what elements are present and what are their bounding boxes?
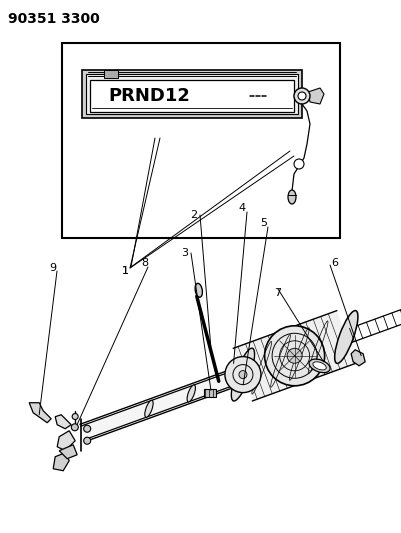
Text: 4: 4 (239, 203, 245, 213)
Circle shape (287, 348, 302, 364)
Polygon shape (308, 88, 324, 104)
Text: 1: 1 (122, 266, 128, 276)
Bar (82, 70, 302, 118)
Ellipse shape (232, 366, 244, 387)
Polygon shape (233, 311, 356, 401)
Polygon shape (29, 403, 51, 423)
Text: 90351 3300: 90351 3300 (8, 12, 100, 26)
Ellipse shape (187, 385, 195, 402)
Circle shape (84, 425, 91, 432)
Bar (104, 70, 118, 78)
Bar (86, 74, 298, 114)
Ellipse shape (313, 362, 326, 370)
Circle shape (265, 326, 325, 386)
Bar (62, 43, 340, 238)
Polygon shape (57, 431, 75, 451)
Circle shape (72, 414, 78, 419)
Text: 6: 6 (332, 258, 338, 268)
Polygon shape (81, 370, 241, 439)
Circle shape (239, 370, 247, 378)
Ellipse shape (335, 311, 358, 364)
Polygon shape (59, 445, 77, 459)
Ellipse shape (309, 359, 330, 373)
Text: 7: 7 (274, 288, 282, 298)
Polygon shape (238, 381, 250, 391)
Polygon shape (53, 453, 69, 471)
Text: 9: 9 (49, 263, 57, 273)
Circle shape (294, 159, 304, 169)
Text: 2: 2 (190, 210, 198, 220)
Bar (204, 389, 216, 397)
Circle shape (71, 424, 78, 431)
Ellipse shape (231, 348, 255, 401)
Text: 5: 5 (261, 218, 267, 228)
Ellipse shape (288, 190, 296, 204)
Circle shape (84, 437, 91, 444)
Text: 8: 8 (142, 258, 148, 268)
Circle shape (298, 92, 306, 100)
Text: 1: 1 (122, 266, 128, 276)
Text: 3: 3 (182, 248, 188, 258)
Bar (90, 80, 294, 112)
Polygon shape (227, 361, 241, 372)
Text: PRND12: PRND12 (108, 87, 190, 105)
Circle shape (294, 88, 310, 104)
Circle shape (225, 357, 261, 393)
Polygon shape (351, 350, 365, 366)
Ellipse shape (195, 284, 203, 297)
Ellipse shape (145, 400, 153, 417)
Polygon shape (55, 415, 71, 429)
